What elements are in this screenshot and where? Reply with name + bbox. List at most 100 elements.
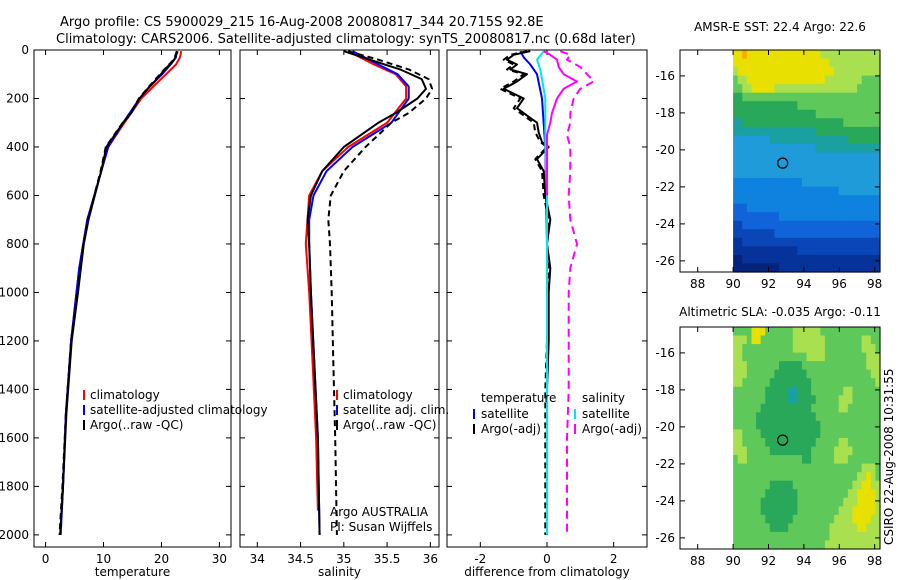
- heatmap-cell: [733, 263, 739, 273]
- heatmap-cell: [829, 455, 835, 465]
- heatmap-cell: [811, 143, 817, 154]
- heatmap-cell: [733, 169, 739, 179]
- heatmap-cell: [769, 118, 776, 128]
- heatmap-cell: [829, 254, 835, 265]
- heatmap-cell: [783, 446, 789, 456]
- heatmap-cell: [824, 531, 831, 542]
- heatmap-cell: [847, 220, 854, 230]
- heatmap-cell: [870, 186, 877, 196]
- heatmap-cell: [774, 412, 780, 422]
- heatmap-cell: [783, 489, 789, 499]
- heatmap-cell: [797, 237, 803, 247]
- heatmap-cell: [847, 212, 854, 222]
- heatmap-cell: [815, 50, 821, 60]
- x-tick-label: 94: [796, 554, 811, 568]
- heatmap-cell: [746, 58, 753, 68]
- heatmap-cell: [843, 220, 849, 230]
- chart-sst_map: AMSR-E SST: 22.4 Argo: 22.688 90 92 94 96 98-…: [655, 20, 882, 291]
- heatmap-cell: [857, 523, 863, 533]
- heatmap-cell: [788, 412, 794, 422]
- heatmap-cell: [834, 361, 840, 371]
- heatmap-cell: [857, 195, 863, 205]
- heatmap-cell: [811, 186, 817, 196]
- heatmap-cell: [760, 489, 766, 499]
- heatmap-cell: [779, 395, 785, 405]
- heatmap-cell: [779, 169, 785, 179]
- heatmap-cell: [866, 67, 872, 77]
- heatmap-cell: [838, 446, 844, 456]
- heatmap-cell: [792, 67, 798, 77]
- heatmap-cell: [756, 497, 762, 507]
- heatmap-cell: [788, 378, 794, 388]
- heatmap-cell: [852, 92, 858, 102]
- heatmap-cell: [829, 143, 835, 154]
- heatmap-cell: [811, 118, 817, 128]
- heatmap-cell: [861, 463, 867, 473]
- heatmap-cell: [866, 101, 872, 111]
- heatmap-cell: [824, 361, 831, 371]
- heatmap-cell: [788, 386, 794, 396]
- heatmap-cell: [769, 50, 776, 60]
- heatmap-cell: [774, 344, 780, 354]
- heatmap-cell: [774, 229, 780, 239]
- heatmap-cell: [797, 352, 803, 362]
- heatmap-cell: [765, 84, 771, 94]
- heatmap-cell: [769, 480, 776, 490]
- heatmap-cell: [797, 403, 803, 413]
- heatmap-cell: [857, 169, 863, 179]
- heatmap-cell: [756, 480, 762, 490]
- heatmap-cell: [765, 463, 771, 473]
- heatmap-cell: [829, 446, 835, 456]
- heatmap-cell: [756, 506, 762, 516]
- heatmap-cell: [733, 58, 739, 68]
- heatmap-cell: [792, 75, 798, 85]
- heatmap-cell: [811, 135, 817, 145]
- heatmap-cell: [774, 327, 780, 337]
- heatmap-cell: [843, 369, 849, 379]
- heatmap-cell: [746, 403, 753, 413]
- heatmap-cell: [875, 506, 881, 516]
- heatmap-cell: [783, 195, 789, 205]
- heatmap-cell: [857, 412, 863, 422]
- heatmap-cell: [769, 75, 776, 85]
- heatmap-cell: [870, 152, 877, 162]
- heatmap-cell: [847, 429, 854, 439]
- heatmap-cell: [834, 455, 840, 465]
- heatmap-cell: [852, 480, 858, 490]
- heatmap-cell: [783, 395, 789, 405]
- heatmap-cell: [792, 203, 798, 213]
- heatmap-cell: [870, 75, 877, 85]
- heatmap-cell: [820, 109, 826, 119]
- heatmap-cell: [861, 472, 867, 482]
- heatmap-cell: [861, 246, 867, 256]
- heatmap-cell: [829, 84, 835, 94]
- y-tick-label: -18: [655, 106, 675, 120]
- heatmap-cell: [774, 161, 780, 171]
- heatmap-cell: [834, 67, 840, 77]
- heatmap-cell: [815, 531, 821, 542]
- heatmap-cell: [737, 429, 743, 439]
- heatmap-cell: [783, 335, 789, 345]
- heatmap-cell: [765, 497, 771, 507]
- heatmap-cell: [737, 203, 743, 213]
- heatmap-cell: [783, 369, 789, 379]
- heatmap-cell: [815, 246, 821, 256]
- heatmap-cell: [811, 92, 817, 102]
- series-line-argo-raw-qc-: [59, 50, 179, 535]
- heatmap-cell: [829, 75, 835, 85]
- heatmap-cell: [852, 344, 858, 354]
- heatmap-cell: [737, 420, 743, 431]
- heatmap-cell: [737, 386, 743, 396]
- heatmap-cell: [843, 412, 849, 422]
- heatmap-cell: [779, 126, 785, 136]
- heatmap-cell: [797, 195, 803, 205]
- heatmap-cell: [829, 246, 835, 256]
- heatmap-cell: [756, 327, 762, 337]
- heatmap-cell: [733, 395, 739, 405]
- series-line-salinity-satellite: [536, 50, 548, 535]
- heatmap-cell: [838, 420, 844, 431]
- heatmap-cell: [875, 237, 881, 247]
- heatmap-cell: [866, 386, 872, 396]
- heatmap-cell: [870, 178, 877, 188]
